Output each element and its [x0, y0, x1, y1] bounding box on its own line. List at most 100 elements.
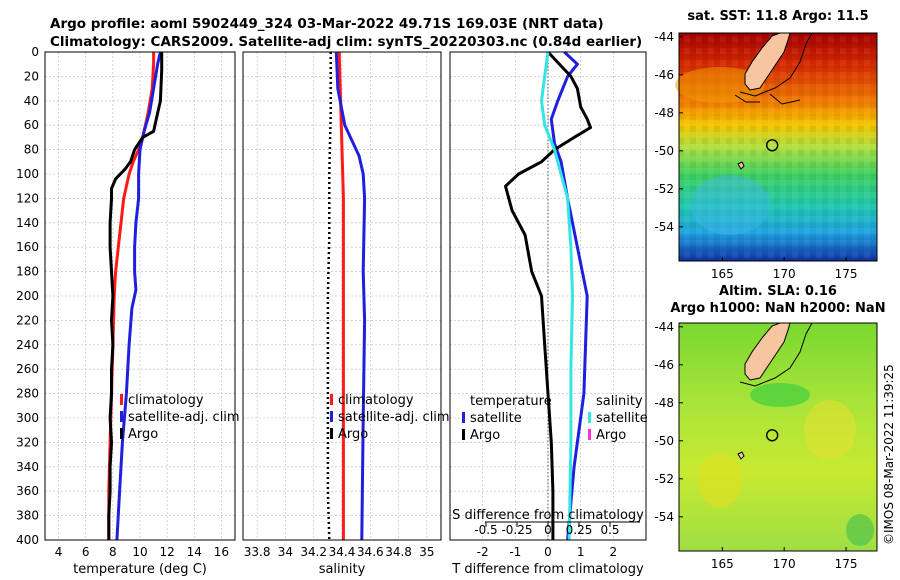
credit-label: ©IMOS 08-Mar-2022 11:39:25 — [882, 364, 896, 545]
sla-island — [737, 451, 745, 460]
legend-marker — [330, 411, 333, 422]
sst-shelf-contour — [734, 32, 813, 105]
legend-marker — [462, 429, 465, 440]
x-tick-label: 4 — [55, 545, 63, 559]
map-y-tick-label: -54 — [654, 220, 674, 234]
depth-tick-label: 300 — [16, 411, 39, 425]
x-tick-label: 1 — [577, 545, 585, 559]
depth-tick-label: 400 — [16, 533, 39, 547]
x-tick-label: 6 — [82, 545, 90, 559]
legend-label: Argo — [470, 428, 500, 443]
map-x-tick-label: 170 — [773, 267, 796, 281]
sst-cool-patch — [690, 175, 770, 235]
temperature-panel: 0 20 40 60 80 100 120 140 160 180 200 220 240 260 280 3… — [16, 45, 240, 577]
map-y-tick-label: -46 — [654, 358, 674, 372]
depth-tick-label: 160 — [16, 240, 39, 254]
series-line-satellite-adj-clim — [334, 51, 367, 541]
sst-new-zealand-land — [744, 32, 791, 91]
series-line-argo — [107, 52, 164, 540]
map-x-tick-label: 175 — [835, 267, 858, 281]
map-title: Argo h1000: NaN h2000: NaN — [670, 301, 885, 316]
legend-label: satellite — [470, 411, 522, 426]
x-tick-label: 12 — [160, 545, 175, 559]
legend-label: satellite-adj. clim — [338, 410, 450, 425]
legend-title-salinity: salinity — [596, 394, 643, 409]
map-title: Altim. SLA: 0.16 — [719, 284, 837, 299]
s-tick-label: 0 — [544, 523, 552, 537]
map-title: sat. SST: 11.8 Argo: 11.5 — [687, 9, 868, 24]
sla-low-patch-3 — [846, 514, 874, 546]
depth-tick-label: 280 — [16, 387, 39, 401]
panel-frame — [44, 51, 236, 541]
map-y-tick-label: -44 — [654, 30, 674, 44]
depth-tick-label: 360 — [16, 484, 39, 498]
legend-label: satellite — [596, 411, 648, 426]
map-frame — [678, 322, 878, 552]
sst-map — [675, 32, 877, 261]
sla-low-patch-1 — [698, 452, 742, 508]
depth-tick-label: 60 — [24, 118, 39, 132]
x-tick-label: 34.8 — [385, 545, 412, 559]
map-y-tick-label: -50 — [654, 144, 674, 158]
legend-marker — [330, 394, 333, 405]
sla-shelf-contour — [739, 322, 813, 387]
x-tick-label: -1 — [509, 545, 521, 559]
s-tick-label: -0.25 — [501, 523, 532, 537]
map-x-tick-label: 165 — [711, 557, 734, 571]
map-y-tick-label: -48 — [654, 396, 674, 410]
series-line-s-satellite — [540, 51, 574, 541]
depth-tick-label: 20 — [24, 69, 39, 83]
series-line-argo — [326, 52, 332, 541]
depth-tick-label: 220 — [16, 313, 39, 327]
legend-marker — [462, 412, 465, 423]
x-tick-label: 16 — [214, 545, 229, 559]
legend-marker — [120, 394, 123, 405]
s-tick-label: -0.5 — [474, 523, 497, 537]
x-tick-label: 34.4 — [329, 545, 356, 559]
legend-marker — [120, 428, 123, 439]
x-tick-label: 34.2 — [300, 545, 327, 559]
x-tick-label: 14 — [187, 545, 202, 559]
legend-label: satellite-adj. clim — [128, 410, 240, 425]
x-tick-label: -2 — [477, 545, 489, 559]
figure-title-line1: Argo profile: aoml 5902449_324 03-Mar-20… — [50, 16, 604, 32]
map-frame — [678, 32, 878, 262]
legend-label: Argo — [596, 428, 626, 443]
depth-tick-label: 180 — [16, 265, 39, 279]
sla-low-patch-2 — [804, 400, 856, 460]
x-axis-label: temperature (deg C) — [73, 562, 207, 577]
x-axis-label: salinity — [319, 562, 366, 577]
depth-tick-label: 340 — [16, 460, 39, 474]
depth-tick-label: 80 — [24, 143, 39, 157]
x-tick-label: 2 — [610, 545, 618, 559]
x-tick-label: 34.6 — [357, 545, 384, 559]
map-y-tick-label: -50 — [654, 434, 674, 448]
x-tick-label: 10 — [132, 545, 147, 559]
legend-title-temperature: temperature — [470, 394, 552, 409]
x-tick-label: 33.8 — [244, 545, 271, 559]
sst-warm-patch — [675, 67, 765, 103]
depth-tick-label: 200 — [16, 289, 39, 303]
legend-label: Argo — [128, 427, 158, 442]
depth-tick-label: 260 — [16, 362, 39, 376]
depth-tick-label: 120 — [16, 191, 39, 205]
map-y-tick-label: -52 — [654, 472, 674, 486]
map-y-tick-label: -52 — [654, 182, 674, 196]
difference-panel: -2 -1 0 1 2 T difference from climatology temp… — [449, 50, 648, 577]
depth-tick-label: 140 — [16, 216, 39, 230]
legend-marker — [588, 429, 591, 440]
x-tick-label: 34 — [278, 545, 293, 559]
map-y-tick-label: -46 — [654, 68, 674, 82]
legend-label: Argo — [338, 427, 368, 442]
x-tick-label: 35 — [419, 545, 434, 559]
map-x-tick-label: 175 — [835, 557, 858, 571]
legend-label: climatology — [128, 393, 204, 408]
depth-tick-label: 320 — [16, 435, 39, 449]
map-y-tick-label: -44 — [654, 320, 674, 334]
depth-tick-label: 100 — [16, 167, 39, 181]
panel-frame — [242, 51, 442, 541]
depth-tick-label: 0 — [31, 45, 39, 59]
figure-title-line2: Climatology: CARS2009. Satellite-adj cli… — [50, 34, 642, 50]
legend-marker — [330, 428, 333, 439]
legend-label: climatology — [338, 393, 414, 408]
